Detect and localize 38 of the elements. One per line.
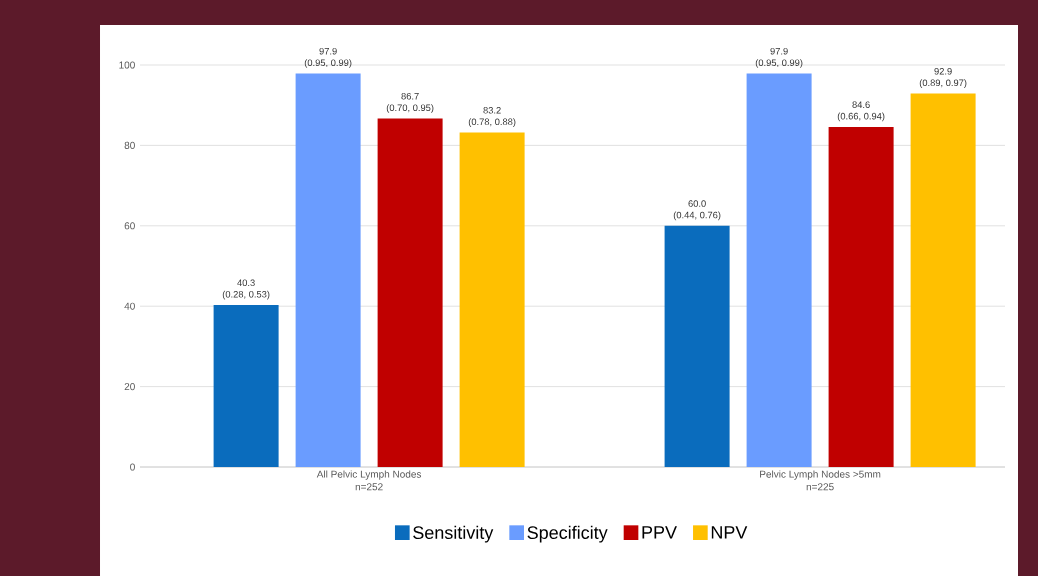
x-tick-label: Pelvic Lymph Nodes >5mm: [760, 470, 881, 480]
y-tick-label: 20: [124, 383, 135, 391]
legend-label: Sensitivity: [413, 525, 494, 543]
bar: [746, 73, 812, 467]
bar: [459, 132, 525, 467]
x-tick-label: All Pelvic Lymph Nodes: [316, 470, 422, 480]
annotation: (0.95, 0.99): [755, 59, 803, 68]
bar: [213, 305, 279, 467]
text: n=225: [806, 483, 834, 491]
legend-label: PPV: [642, 526, 677, 539]
y-tick-label: 40: [124, 302, 135, 310]
data-label: 97.9: [319, 47, 337, 55]
data-label: 86.7: [401, 92, 419, 100]
y-tick-label: 80: [124, 141, 135, 149]
data-label: 84.6: [852, 101, 870, 108]
bar: [377, 118, 443, 467]
data-label: 97.9: [770, 47, 788, 55]
text: n=252: [355, 483, 383, 491]
bar: [910, 93, 976, 467]
data-label: 83.2: [483, 107, 501, 114]
bar: [664, 225, 730, 467]
bar: [828, 126, 894, 467]
annotation: (0.66, 0.94): [837, 112, 885, 122]
annotation: (0.70, 0.95): [386, 104, 434, 113]
annotation: (0.78, 0.88): [468, 118, 516, 127]
y-tick-label: 60: [124, 222, 135, 230]
annotation: (0.95, 0.99): [304, 59, 352, 68]
y-tick-label: 100: [119, 61, 135, 69]
y-tick-label: 0: [130, 463, 135, 471]
annotation: (0.44, 0.76): [673, 211, 721, 221]
annotation: (0.28, 0.53): [222, 290, 270, 300]
legend-label: Specificity: [527, 525, 608, 543]
data-label: 40.3: [237, 279, 255, 287]
bar: [295, 73, 361, 467]
data-label: 60.0: [688, 200, 706, 207]
legend-label: NPV: [711, 526, 748, 539]
data-label: 92.9: [934, 68, 952, 75]
annotation: (0.89, 0.97): [919, 79, 967, 88]
